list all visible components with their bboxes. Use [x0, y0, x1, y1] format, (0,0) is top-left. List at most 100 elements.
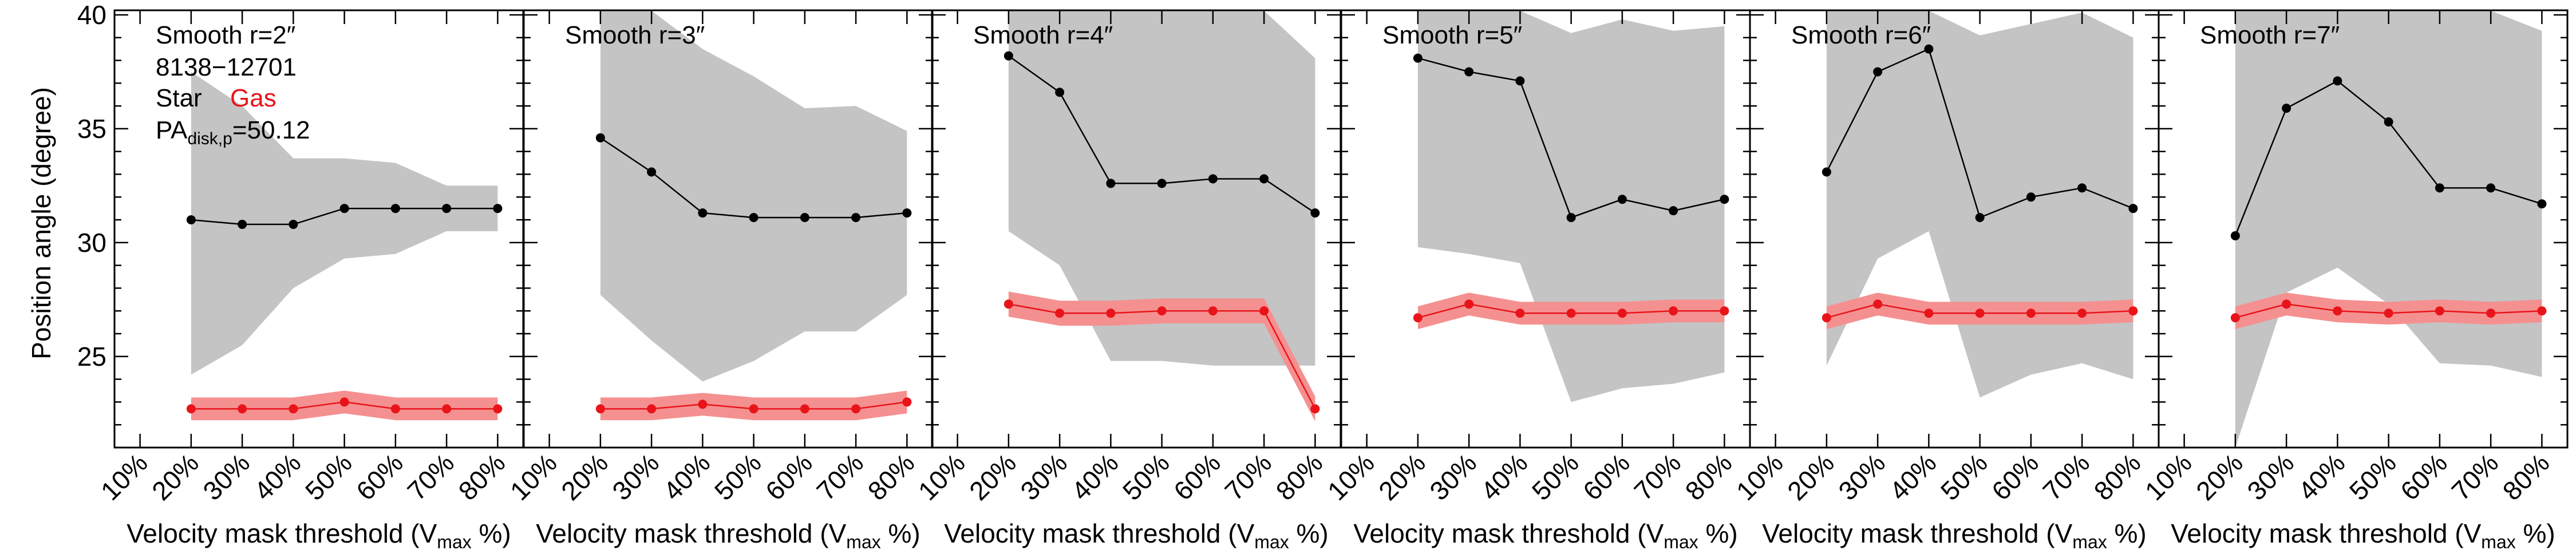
- star-point: [1617, 195, 1627, 204]
- star-point: [1566, 213, 1576, 223]
- x-tick-label: 20%: [555, 448, 614, 506]
- star-point: [2282, 104, 2291, 113]
- x-tick-label: 80%: [862, 448, 920, 506]
- panel-title: Smooth r=4″: [973, 21, 1113, 49]
- star-point: [390, 204, 400, 213]
- star-point: [1822, 167, 1831, 177]
- gas-point: [1464, 299, 1474, 309]
- x-tick-label: 70%: [2037, 448, 2095, 506]
- panel-title: Smooth r=6″: [1791, 21, 1931, 49]
- panel-1: 25 30 35 40 10%20%30%40%50%60%70%80% Velocity…: [77, 0, 524, 552]
- x-axis-title-sub: max: [1254, 532, 1289, 552]
- gas-point: [1617, 308, 1627, 318]
- gas-point: [1157, 306, 1167, 316]
- star-point: [2128, 204, 2138, 213]
- gas-point: [339, 397, 349, 407]
- gas-point: [1975, 308, 1985, 318]
- x-axis-title: Velocity mask threshold (Vmax %): [1762, 519, 2146, 552]
- x-tick-label: 20%: [146, 448, 204, 506]
- x-tick-label: 50%: [299, 448, 358, 506]
- star-point: [2077, 183, 2087, 193]
- x-tick-label: 20%: [963, 448, 1022, 506]
- x-tick-label: 30%: [1424, 448, 1482, 506]
- x-tick-label: 70%: [1628, 448, 1686, 506]
- x-tick-label: 70%: [2445, 448, 2504, 506]
- gas-point: [1413, 313, 1423, 323]
- star-uncertainty-band: [1417, 10, 1725, 402]
- x-axis-title-sub: max: [2481, 532, 2515, 552]
- x-axis-title: Velocity mask threshold (Vmax %): [1353, 519, 1737, 552]
- star-point: [1003, 51, 1013, 61]
- x-tick-label: 50%: [709, 448, 767, 506]
- x-tick-label: 40%: [1475, 448, 1534, 506]
- x-tick-label: 40%: [658, 448, 716, 506]
- x-tick-label: 60%: [760, 448, 818, 506]
- gas-point: [1003, 299, 1013, 309]
- panel-title: Smooth r=3″: [565, 21, 705, 49]
- star-point: [647, 167, 657, 177]
- x-tick-label: 70%: [401, 448, 460, 506]
- x-axis-title-sub: max: [846, 532, 880, 552]
- galaxy-id-label: 8138−12701: [156, 53, 297, 81]
- star-point: [1310, 208, 1320, 218]
- x-tick-label: 50%: [1526, 448, 1585, 506]
- x-tick-label: 80%: [2497, 448, 2555, 506]
- star-point: [289, 220, 298, 229]
- star-point: [2333, 76, 2342, 86]
- gas-uncertainty-band: [1008, 291, 1315, 422]
- x-tick-label: 10%: [2139, 448, 2198, 506]
- y-axis-title: Position angle (degree): [26, 87, 56, 359]
- gas-point: [1566, 308, 1576, 318]
- gas-point: [2537, 306, 2547, 316]
- y-tick-label: 30: [77, 228, 106, 258]
- x-axis-title-end: %): [1698, 519, 1738, 548]
- star-point: [339, 204, 349, 213]
- plot-area: [1822, 10, 2138, 398]
- x-axis-title: Velocity mask threshold (Vmax %): [127, 519, 511, 552]
- panel-2: 10%20%30%40%50%60%70%80% Velocity mask th…: [504, 9, 934, 552]
- star-point: [1873, 67, 1883, 77]
- star-point: [698, 208, 708, 218]
- star-point: [749, 213, 758, 223]
- y-tick-label: 40: [77, 0, 106, 30]
- panel-frame: [2158, 9, 2569, 449]
- panel-title: Smooth r=7″: [2200, 21, 2340, 49]
- gas-point: [1924, 308, 1934, 318]
- gas-point: [2128, 306, 2138, 316]
- star-point: [2537, 199, 2547, 209]
- star-point: [1669, 206, 1678, 216]
- x-tick-label: 80%: [453, 448, 511, 506]
- x-tick-label: 50%: [2344, 448, 2402, 506]
- gas-point: [1055, 308, 1065, 318]
- gas-point: [647, 404, 657, 414]
- star-point: [1975, 213, 1985, 223]
- x-tick-label: 30%: [606, 448, 665, 506]
- gas-point: [1720, 306, 1729, 316]
- gas-point: [1515, 308, 1525, 318]
- pa-disk-label: PAdisk,p=50.12: [156, 116, 310, 148]
- star-uncertainty-band: [1008, 10, 1315, 366]
- star-point: [902, 208, 912, 218]
- plot-area: [1003, 10, 1320, 422]
- x-tick-label: 60%: [1577, 448, 1635, 506]
- star-point: [1720, 195, 1729, 204]
- x-axis-title-end: %): [881, 519, 920, 548]
- pa-prefix: PA: [156, 116, 188, 144]
- star-point: [1055, 88, 1065, 97]
- star-uncertainty-band: [191, 72, 498, 375]
- plot-area: [186, 72, 503, 421]
- panel-5: 10%20%30%40%50%60%70%80% Velocity mask th…: [1730, 9, 2160, 552]
- x-axis-title-main: Velocity mask threshold (V: [1762, 519, 2072, 548]
- gas-point: [289, 404, 298, 414]
- gas-point: [595, 404, 605, 414]
- x-tick-label: 60%: [2395, 448, 2453, 506]
- panel-title: Smooth r=5″: [1382, 21, 1522, 49]
- x-tick-label: 40%: [248, 448, 307, 506]
- x-tick-label: 50%: [1117, 448, 1175, 506]
- x-tick-label: 10%: [912, 448, 971, 506]
- x-tick-label: 10%: [95, 448, 153, 506]
- x-axis-title: Velocity mask threshold (Vmax %): [944, 519, 1328, 552]
- gas-point: [2435, 306, 2444, 316]
- x-axis-title-end: %): [472, 519, 511, 548]
